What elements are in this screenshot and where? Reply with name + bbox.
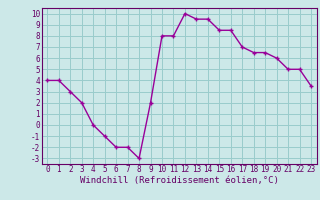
X-axis label: Windchill (Refroidissement éolien,°C): Windchill (Refroidissement éolien,°C) [80,176,279,185]
